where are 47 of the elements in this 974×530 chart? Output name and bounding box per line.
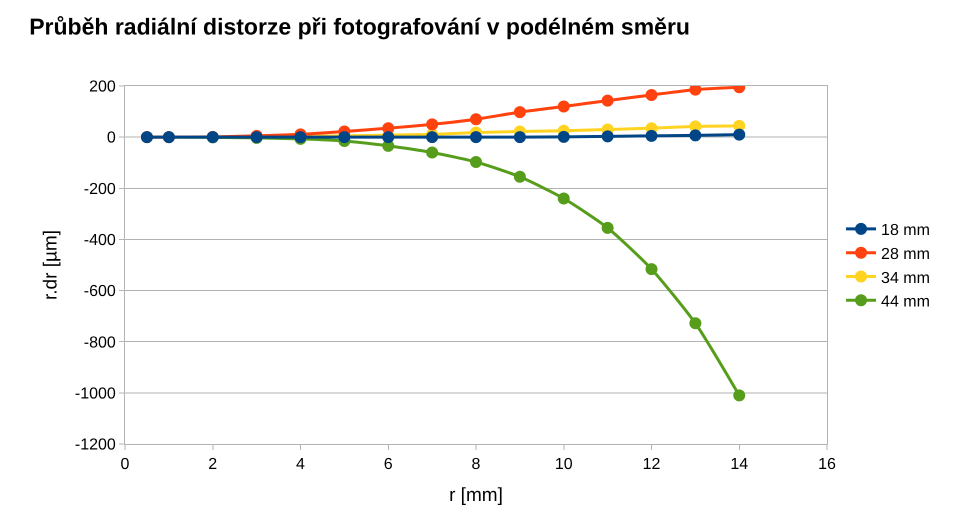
legend-label: 28 mm — [881, 246, 930, 263]
point — [689, 86, 702, 96]
point — [646, 88, 658, 101]
point — [514, 106, 526, 118]
point — [558, 130, 570, 143]
x-tick-label: 6 — [384, 456, 393, 474]
point — [470, 131, 482, 144]
y-tick-label: -1000 — [74, 385, 116, 402]
point — [426, 118, 438, 130]
point — [646, 263, 658, 276]
legend-label: 18 mm — [881, 222, 930, 240]
y-tick-label: -200 — [84, 180, 116, 198]
point — [602, 130, 614, 142]
legend-label: 34 mm — [881, 270, 930, 287]
y-tick-label: 200 — [89, 78, 116, 96]
legend-label: 44 mm — [881, 294, 930, 311]
x-tick-label: 2 — [208, 456, 218, 474]
x-tick-label: 8 — [472, 456, 481, 474]
y-tick-label: -800 — [84, 334, 116, 352]
chart-title: Průběh radiální distorze při fotografování v podélném směru — [29, 14, 690, 40]
point — [470, 156, 482, 168]
point — [426, 131, 438, 144]
y-tick-label: -1200 — [74, 436, 116, 454]
x-tick-label: 14 — [730, 456, 748, 474]
point — [646, 130, 658, 142]
point — [602, 222, 614, 234]
x-tick-label: 12 — [642, 456, 660, 474]
point — [733, 389, 746, 402]
point — [426, 146, 438, 158]
y-axis-title: r.dr [µm] — [40, 230, 62, 300]
y-tick-label: 0 — [106, 130, 116, 147]
point — [689, 317, 702, 330]
point — [558, 192, 570, 205]
y-tick-label: -600 — [84, 283, 116, 300]
point — [733, 128, 746, 141]
point — [514, 131, 526, 144]
x-tick-label: 0 — [120, 456, 130, 474]
point — [558, 100, 570, 112]
x-tick-label: 16 — [818, 456, 836, 474]
point — [689, 129, 702, 142]
point — [470, 113, 482, 126]
x-axis-title: r [mm] — [449, 485, 503, 506]
point — [514, 170, 526, 183]
point — [602, 94, 614, 107]
x-tick-label: 4 — [296, 456, 306, 474]
y-tick-label: -400 — [84, 232, 116, 250]
x-tick-label: 10 — [554, 456, 573, 474]
